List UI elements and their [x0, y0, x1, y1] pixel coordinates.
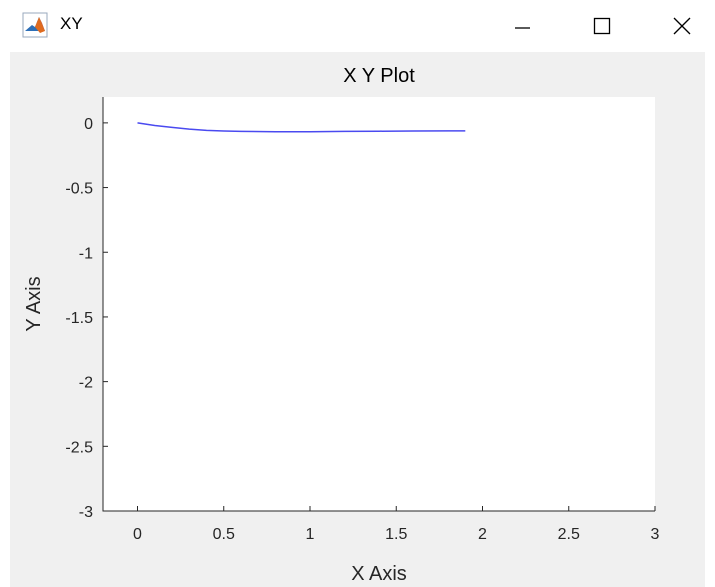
axes-background: [103, 97, 655, 511]
matlab-icon: [22, 12, 48, 38]
figure-area: 0 -0.5 -1 -1.5 -2 -2.5 -3 0 0.5 1 1.5 2 2.5 3 X Y Pl…: [10, 52, 705, 587]
axis-lines: [102, 97, 655, 512]
x-tick-label: 1: [306, 526, 315, 543]
plot-title: X Y Plot: [343, 65, 415, 87]
x-tick-label: 3: [651, 526, 660, 543]
maximize-button[interactable]: [572, 0, 632, 52]
window-title: XY: [60, 14, 83, 33]
x-tick-label: 2.5: [558, 526, 580, 543]
minimize-icon: [515, 27, 530, 29]
y-tick-label: -2.5: [65, 439, 93, 456]
series-line: [137, 122, 466, 133]
y-tick-label: -0.5: [65, 181, 93, 198]
y-tick-label: -1.5: [65, 310, 93, 327]
window-titlebar[interactable]: XY: [0, 0, 715, 52]
x-tick-label: 2: [478, 526, 487, 543]
close-button[interactable]: [652, 0, 712, 52]
close-icon: [673, 17, 691, 35]
y-tick-label: -2: [79, 375, 93, 392]
x-axis-title: X Axis: [351, 563, 407, 585]
y-tick-label: -1: [79, 245, 93, 262]
minimize-button[interactable]: [492, 0, 552, 52]
x-tick-label: 0: [133, 526, 142, 543]
xy-plot[interactable]: 0 -0.5 -1 -1.5 -2 -2.5 -3 0 0.5 1 1.5 2 2.5 3 X Y Pl…: [10, 52, 705, 587]
y-axis-title: Y Axis: [23, 276, 45, 331]
x-tick-label: 1.5: [385, 526, 407, 543]
maximize-icon: [593, 17, 611, 35]
y-tick-label: -3: [79, 504, 93, 521]
y-tick-label: 0: [84, 116, 93, 133]
x-tick-label: 0.5: [213, 526, 235, 543]
